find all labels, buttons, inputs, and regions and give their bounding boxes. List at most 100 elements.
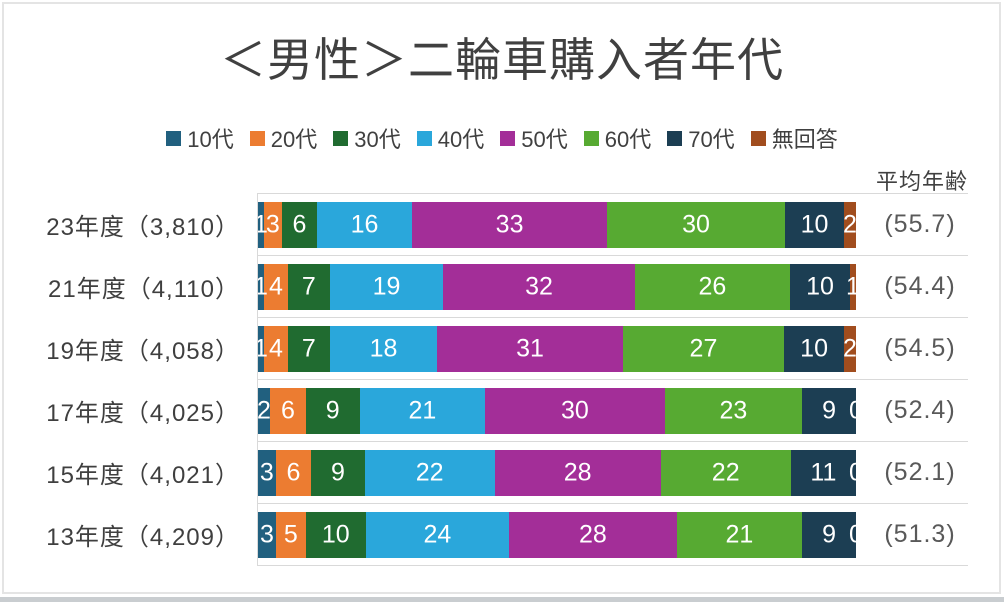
legend-swatch-icon (333, 130, 349, 146)
bar-segment: 6 (269, 388, 306, 434)
average-age-label: (52.4) (884, 395, 956, 424)
legend-label: 無回答 (771, 127, 838, 152)
legend-label: 30代 (354, 127, 401, 152)
bar-value-label: 0 (849, 458, 856, 487)
legend-item: 無回答 (750, 122, 838, 154)
bar-band: 3 5 10 24 28 21 9 0 (258, 504, 968, 566)
legend-item: 60代 (583, 122, 652, 154)
bar-segment: 30 (485, 388, 665, 434)
bar-value-label: 2 (843, 210, 856, 239)
legend-label: 70代 (688, 127, 735, 152)
bar-segment: 21 (676, 512, 803, 558)
legend: 10代 20代 30代 40代 50代 60代 70代 無回答 (0, 122, 1004, 154)
bar-value-label: 2 (258, 396, 271, 425)
bar-value-label: 24 (423, 520, 452, 549)
average-age-column: (55.7) (54.4) (54.5) (52.4) (52.1) (51.3) (856, 193, 984, 565)
bar-value-label: 6 (292, 210, 307, 239)
bar-value-label: 28 (578, 520, 607, 549)
legend-item: 50代 (500, 122, 568, 154)
bar-segment: 5 (275, 512, 306, 558)
bar-value-label: 3 (265, 210, 280, 239)
bar-segment: 26 (634, 264, 791, 310)
legend-swatch-icon (500, 130, 516, 146)
bar-value-label: 1 (258, 334, 268, 363)
bar-segment: 28 (494, 450, 661, 496)
chart-title: ＜男性＞二輪車購入者年代 (220, 34, 784, 86)
bar-value-label: 1 (258, 210, 268, 239)
average-age-label: (51.3) (884, 519, 956, 548)
average-age-label: (54.5) (884, 333, 956, 362)
bar-value-label: 18 (369, 334, 398, 363)
bar-value-label: 16 (350, 210, 379, 239)
legend-item: 70代 (667, 122, 735, 154)
bar-value-label: 26 (698, 272, 727, 301)
bar-band: 1 4 7 18 31 27 10 2 (258, 318, 968, 380)
legend-label: 60代 (604, 127, 652, 152)
bar-segment: 3 (263, 202, 282, 248)
bar-value-label: 21 (408, 396, 437, 425)
bar-segment: 10 (790, 264, 850, 310)
average-age-label: (55.7) (884, 209, 956, 238)
bar-value-label: 30 (561, 396, 589, 425)
bar-value-label: 5 (283, 520, 298, 549)
bar-value-label: 10 (806, 272, 834, 301)
bar-segment: 9 (802, 388, 856, 434)
bar-segment: 1 (258, 326, 268, 372)
legend-swatch-icon (750, 130, 766, 146)
legend-item: 40代 (416, 122, 485, 154)
bar-value-label: 1 (258, 272, 268, 301)
legend-swatch-icon (166, 130, 182, 146)
bar-value-label: 4 (268, 272, 283, 301)
bar-value-label: 7 (301, 272, 316, 301)
bar-segment: 2 (843, 326, 856, 372)
bar-band: 2 6 9 21 30 23 9 0 (258, 380, 968, 442)
bar-segment: 10 (784, 202, 845, 248)
bar-segment: 11 (790, 450, 856, 496)
bar-segment: 4 (263, 264, 288, 310)
bar-value-label: 11 (810, 458, 837, 487)
category-label: 17年度（4,025） (46, 399, 240, 427)
bottom-strip (0, 597, 1004, 602)
bar-value-label: 10 (800, 334, 828, 363)
average-age-label: (52.1) (884, 457, 956, 486)
legend-label: 40代 (437, 127, 485, 152)
bar-value-label: 33 (495, 210, 524, 239)
legend-item: 20代 (249, 122, 318, 154)
category-axis: 23年度（3,810） 21年度（4,110） 19年度（4,058） 17年度（4,… (0, 193, 240, 565)
bar-value-label: 0 (849, 520, 856, 549)
bar-segment: 9 (305, 388, 360, 434)
bar-segment: 30 (607, 202, 785, 248)
bar-segment: 9 (311, 450, 365, 496)
bar-segment: 16 (317, 202, 412, 248)
bar-value-label: 6 (286, 458, 301, 487)
bar-segment: 31 (437, 326, 623, 372)
bar-segment: 2 (843, 202, 856, 248)
bar-band: 1 4 7 19 32 26 10 1 (258, 256, 968, 318)
bar-value-label: 9 (330, 458, 345, 487)
bar-segment: 32 (443, 264, 635, 310)
bar-segment: 7 (287, 264, 330, 310)
bar-value-label: 31 (516, 334, 544, 363)
legend-label: 20代 (270, 127, 318, 152)
bar-segment: 22 (364, 450, 495, 496)
bar-value-label: 9 (822, 396, 836, 425)
bar-value-label: 6 (280, 396, 295, 425)
average-age-header: 平均年齢 (875, 169, 968, 194)
bar-segment: 4 (263, 326, 288, 372)
bar-value-label: 1 (846, 272, 856, 301)
bar-value-label: 32 (525, 272, 553, 301)
bar-segment: 21 (359, 388, 486, 434)
category-label: 23年度（3,810） (46, 213, 240, 241)
legend-swatch-icon (667, 130, 683, 146)
bar-segment: 18 (329, 326, 438, 372)
legend-label: 10代 (187, 127, 234, 152)
legend-swatch-icon (249, 130, 265, 146)
stacked-bar: 2 6 9 21 30 23 9 0 (258, 388, 856, 434)
bar-segment: 3 (258, 512, 276, 558)
category-label: 13年度（4,209） (46, 523, 240, 551)
stacked-bar: 1 4 7 19 32 26 10 1 (258, 264, 856, 310)
bar-value-label: 28 (563, 458, 592, 487)
bar-value-label: 22 (415, 458, 444, 487)
bar-value-label: 10 (800, 210, 829, 239)
bar-segment: 24 (365, 512, 510, 558)
